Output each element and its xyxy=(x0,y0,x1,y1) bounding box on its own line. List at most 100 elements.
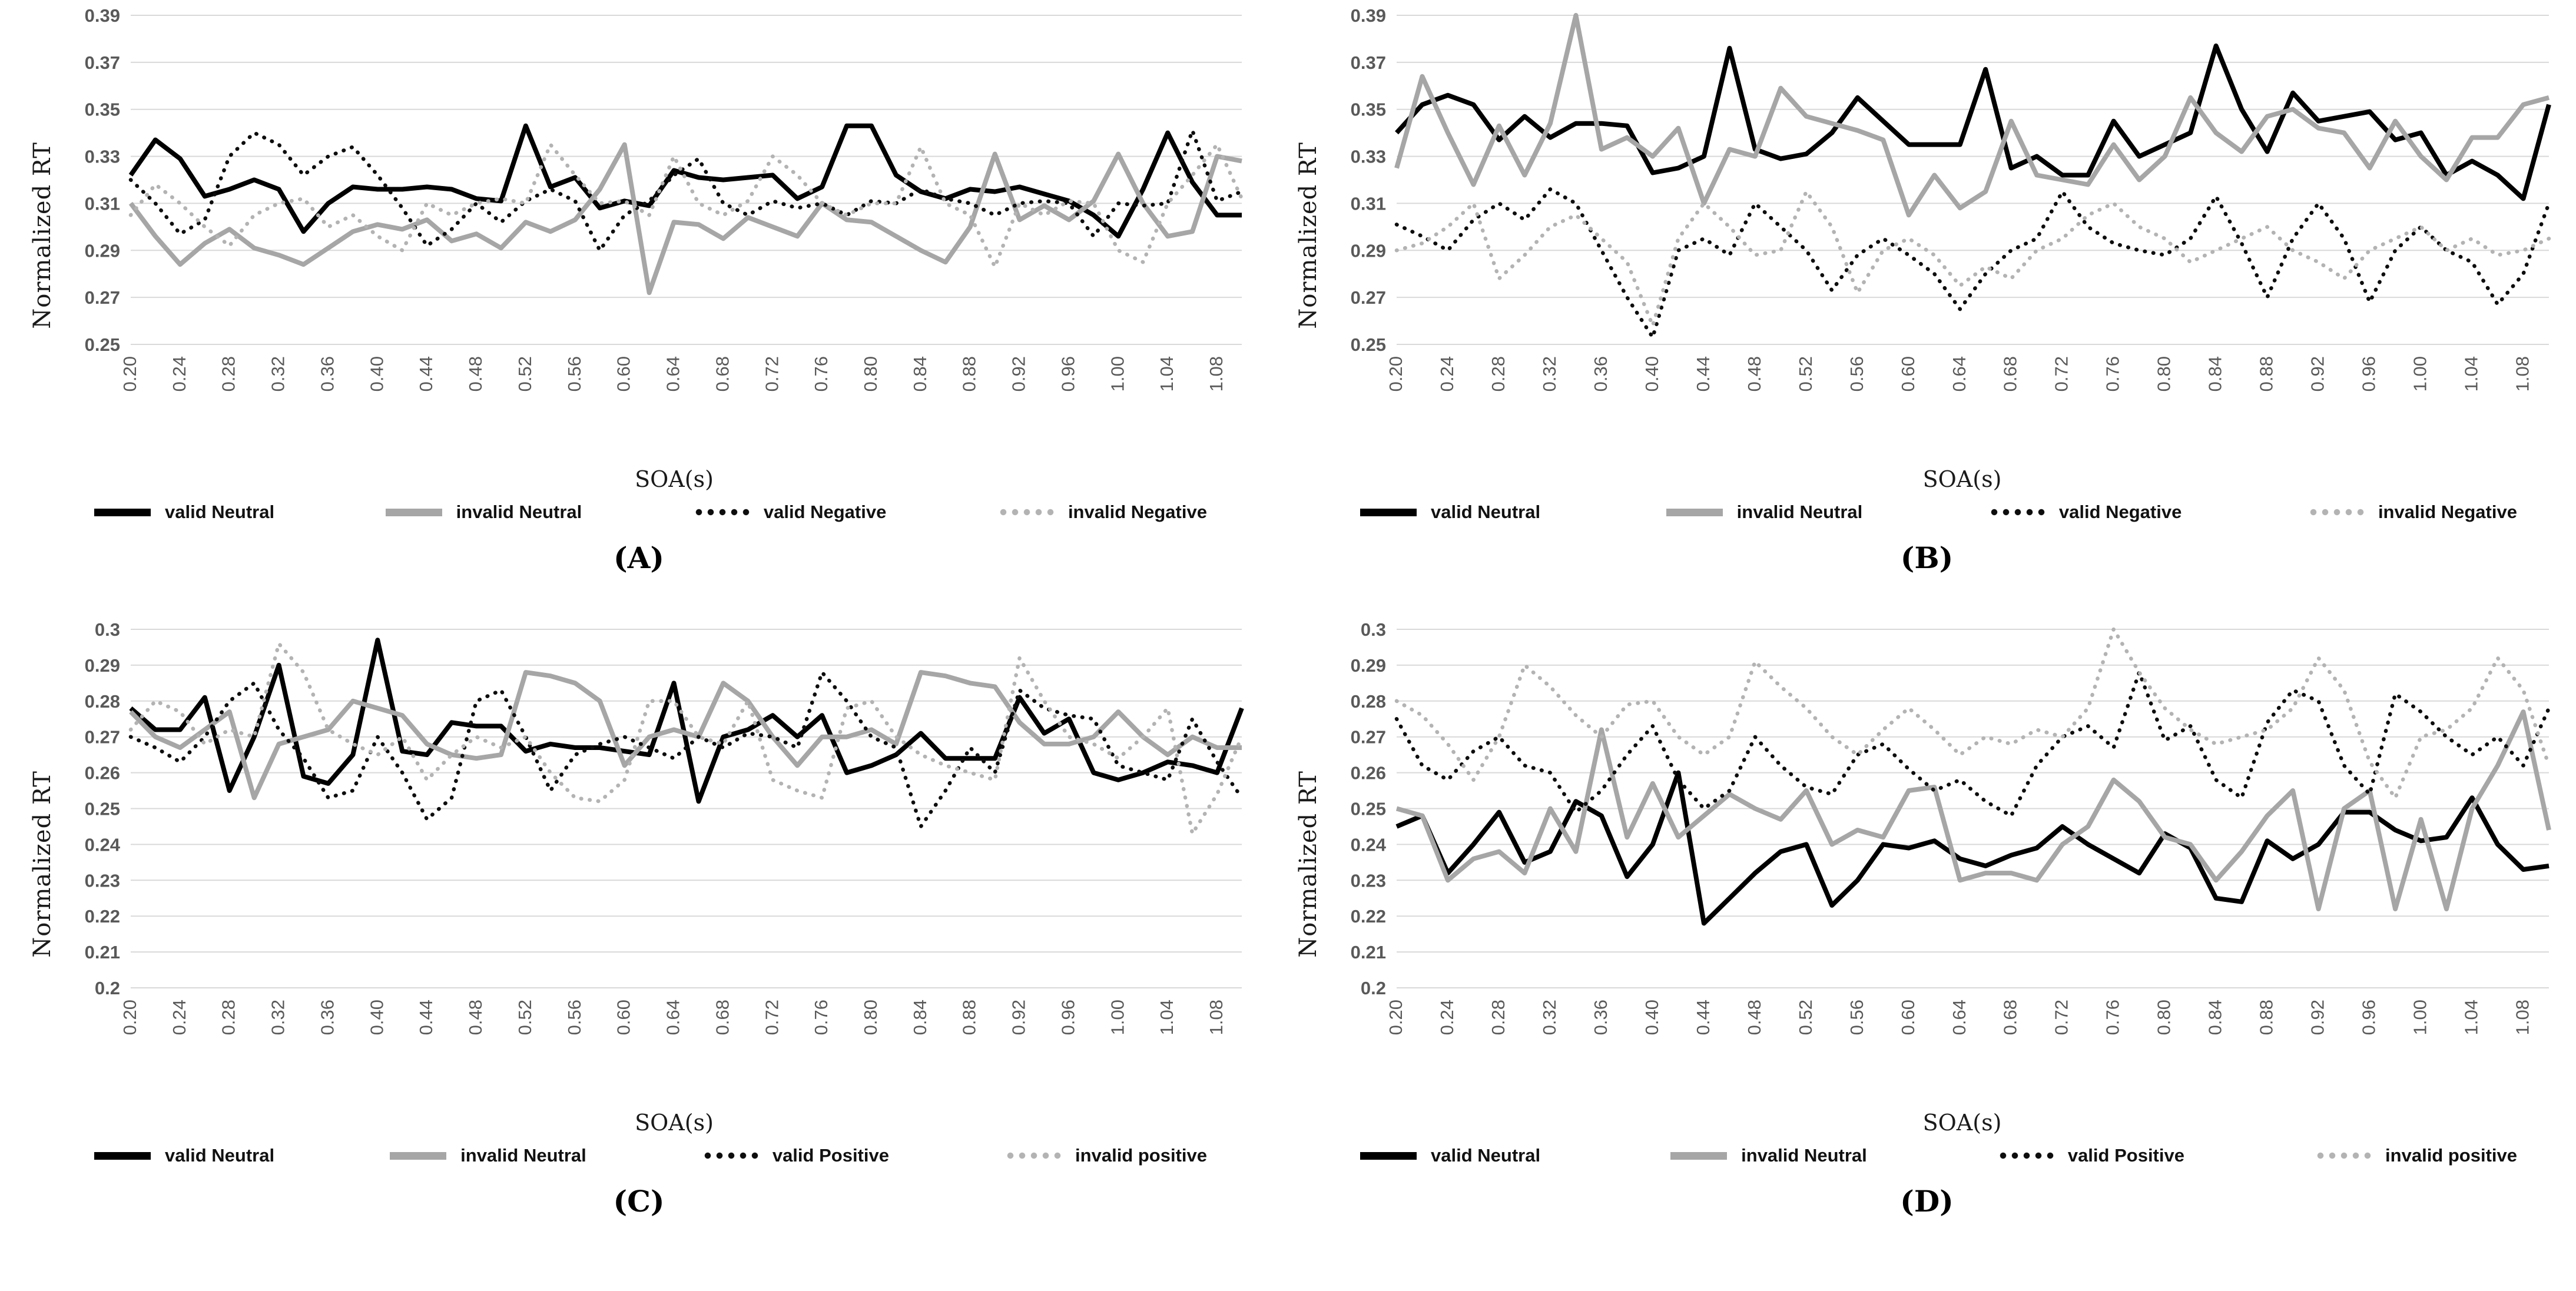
x-tick-label: 0.40 xyxy=(1642,1000,1662,1035)
series-line-invalid-neutral xyxy=(1394,13,2550,218)
y-tick-label: 0.27 xyxy=(1351,727,1386,748)
x-tick-label: 0.80 xyxy=(860,1000,881,1035)
x-tick-label: 0.88 xyxy=(2256,1000,2277,1035)
legend-swatch-dotted-black xyxy=(1988,508,2045,516)
legend-item-b-valid-negative: valid Negative xyxy=(1988,502,2182,523)
x-tick-label: 0.48 xyxy=(1744,356,1765,391)
x-tick-label: 0.64 xyxy=(663,356,684,391)
legend-a: valid Neutral invalid Neutral valid Nega… xyxy=(24,502,1254,523)
legend-label-c-invalid-positive: invalid positive xyxy=(1075,1145,1207,1166)
y-axis-title-text-c: Normalized RT xyxy=(29,771,56,958)
x-tick-label: 0.96 xyxy=(1057,1000,1078,1035)
x-axis-title-b: SOA(s) xyxy=(1922,466,2002,492)
series-line-invalid-neutral xyxy=(129,670,1242,801)
legend-item-b-valid-neutral: valid Neutral xyxy=(1360,502,1540,523)
x-tick-label: 0.60 xyxy=(1898,1000,1918,1035)
x-tick-label: 0.24 xyxy=(1437,1000,1457,1035)
legend-item-d-valid-positive: valid Positive xyxy=(1997,1145,2184,1166)
legend-label-a-invalid-negative: invalid Negative xyxy=(1067,502,1207,522)
legend-label-c-valid-positive: valid Positive xyxy=(772,1145,889,1166)
y-tick-label: 0.21 xyxy=(85,942,120,963)
legend-label-b-valid-neutral: valid Neutral xyxy=(1431,502,1541,522)
legend-swatch-solid-gray xyxy=(385,508,442,516)
legend-item-a-invalid-negative: invalid Negative xyxy=(997,502,1207,523)
y-tick-label: 0.31 xyxy=(85,193,120,214)
legend-item-c-invalid-positive: invalid positive xyxy=(1004,1145,1207,1166)
x-tick-label: 0.76 xyxy=(811,356,831,391)
x-tick-label: 0.52 xyxy=(515,1000,535,1035)
y-axis-title-b: Normalized RT xyxy=(1289,6,1327,465)
x-tick-label: 0.92 xyxy=(2308,356,2328,391)
x-tick-label: 1.00 xyxy=(2410,1000,2431,1035)
x-tick-label: 0.68 xyxy=(2000,356,2021,391)
legend-label-b-invalid-negative: invalid Negative xyxy=(2378,502,2517,522)
x-tick-label: 1.08 xyxy=(1206,356,1226,391)
legend-swatch-dotted-gray xyxy=(2315,1151,2372,1160)
y-tick-label: 0.28 xyxy=(85,691,120,712)
chart-area-a: Normalized RT 0.39 0.37 0.35 0.33 0.31 0.29 0.… xyxy=(24,6,1254,465)
legend-swatch-solid-gray xyxy=(390,1151,447,1160)
x-tick-label: 0.32 xyxy=(268,356,289,391)
x-tick-label: 0.64 xyxy=(663,1000,684,1035)
y-tick-label: 0.31 xyxy=(1351,193,1386,214)
x-tick-label: 0.80 xyxy=(860,356,881,391)
y-tick-label: 0.35 xyxy=(85,99,120,120)
legend-item-a-invalid-neutral: invalid Neutral xyxy=(385,502,582,523)
x-tick-label: 0.80 xyxy=(2154,356,2174,391)
legend-b: valid Neutral invalid Neutral valid Nega… xyxy=(1289,502,2564,523)
x-tick-label: 0.96 xyxy=(2359,356,2379,391)
line-chart-c: 0.3 0.29 0.28 0.27 0.26 0.25 0.24 0.23 0.22 0.21 0… xyxy=(85,620,1244,1035)
legend-swatch-solid-gray xyxy=(1666,508,1723,516)
legend-label-c-valid-neutral: valid Neutral xyxy=(165,1145,275,1166)
y-axis-title-a: Normalized RT xyxy=(24,6,61,465)
x-tick-label: 0.76 xyxy=(811,1000,831,1035)
x-tick-label: 0.92 xyxy=(1009,356,1029,391)
y-tick-label: 0.25 xyxy=(1351,799,1386,819)
x-tick-label: 0.84 xyxy=(2205,356,2226,391)
legend-item-d-invalid-neutral: invalid Neutral xyxy=(1670,1145,1867,1166)
legend-item-a-valid-neutral: valid Neutral xyxy=(94,502,274,523)
panel-c: Normalized RT 0.3 0.29 0.28 0.27 0.26 0.25 0.2… xyxy=(24,620,1254,1279)
series-line-invalid-neutral xyxy=(1395,709,2551,911)
y-tick-label: 0.37 xyxy=(1351,52,1386,73)
chart-area-d: Normalized RT 0.3 0.29 0.28 0.27 0.26 0.25 0.2… xyxy=(1289,620,2564,1109)
y-tick-label: 0.27 xyxy=(1351,287,1386,308)
x-tick-label: 1.08 xyxy=(1206,1000,1226,1035)
legend-label-b-valid-negative: valid Negative xyxy=(2058,502,2182,522)
x-tick-label: 0.44 xyxy=(416,356,436,391)
legend-item-d-invalid-positive: invalid positive xyxy=(2315,1145,2517,1166)
x-tick-label: 0.20 xyxy=(1385,356,1406,391)
x-axis-title-a: SOA(s) xyxy=(635,466,714,492)
x-tick-label: 0.20 xyxy=(1385,1000,1406,1035)
y-tick-label: 0.25 xyxy=(85,334,120,355)
x-tick-label: 0.24 xyxy=(169,1000,190,1035)
legend-label-d-invalid-positive: invalid positive xyxy=(2385,1145,2517,1166)
panel-letter-d: (D) xyxy=(1900,1184,1954,1219)
x-tick-label: 1.04 xyxy=(1156,1000,1177,1035)
y-tick-label: 0.25 xyxy=(85,799,120,819)
x-tick-label: 0.56 xyxy=(1846,1000,1867,1035)
y-tick-label: 0.33 xyxy=(1351,147,1386,167)
y-axis-title-c: Normalized RT xyxy=(24,620,61,1109)
x-tick-label: 0.64 xyxy=(1949,356,1970,391)
x-tick-label: 0.60 xyxy=(1898,356,1918,391)
legend-label-d-valid-neutral: valid Neutral xyxy=(1431,1145,1541,1166)
x-tick-label: 0.88 xyxy=(2256,356,2277,391)
line-chart-a: 0.39 0.37 0.35 0.33 0.31 0.29 0.27 0.250.20 0.24… xyxy=(85,6,1244,391)
x-tick-label: 0.44 xyxy=(1693,1000,1713,1035)
x-tick-label: 0.92 xyxy=(1009,1000,1029,1035)
x-tick-label: 0.60 xyxy=(614,1000,634,1035)
x-tick-label: 0.28 xyxy=(218,1000,239,1035)
x-tick-label: 0.28 xyxy=(218,356,239,391)
legend-c: valid Neutral invalid Neutral valid Posi… xyxy=(24,1145,1254,1166)
legend-item-b-invalid-neutral: invalid Neutral xyxy=(1666,502,1862,523)
x-tick-label: 0.36 xyxy=(1590,1000,1611,1035)
series-line-valid-negative xyxy=(1394,187,2551,340)
x-tick-label: 0.32 xyxy=(268,1000,289,1035)
x-tick-label: 1.00 xyxy=(1107,1000,1128,1035)
x-tick-label: 0.44 xyxy=(1693,356,1713,391)
y-tick-label: 0.35 xyxy=(1351,99,1386,120)
y-tick-label: 0.26 xyxy=(1351,763,1386,784)
x-tick-label: 0.80 xyxy=(2154,1000,2174,1035)
y-axis-title-text-d: Normalized RT xyxy=(1295,771,1322,958)
